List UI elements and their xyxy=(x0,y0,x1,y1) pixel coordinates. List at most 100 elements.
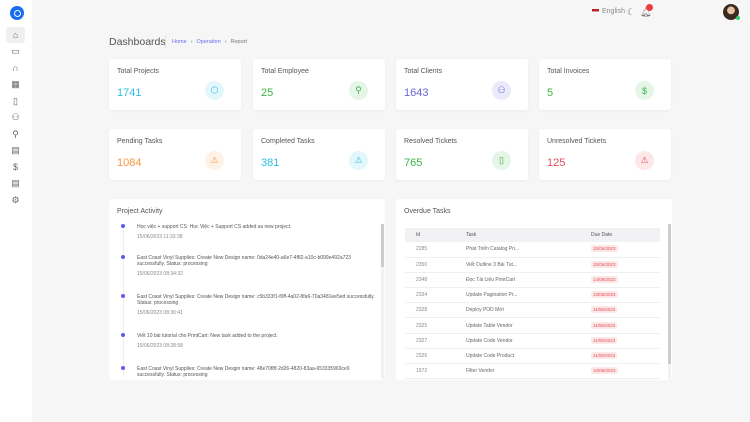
us-flag-icon xyxy=(592,9,599,14)
headset-icon: ∩ xyxy=(12,63,19,73)
timeline-dot xyxy=(121,255,125,259)
activity-item: East Coast Vinyl Supplies: Create New De… xyxy=(117,366,377,378)
scrollbar-thumb[interactable] xyxy=(668,224,671,364)
sidebar-item-users[interactable]: ⚇ xyxy=(6,110,25,126)
due-date-badge: 11/06/2023 xyxy=(591,336,618,344)
calendar-icon: ▦ xyxy=(11,79,20,89)
scrollbar-track[interactable] xyxy=(381,224,384,379)
table-row[interactable]: 2328 Deploy POD Mới 11/06/2023 xyxy=(405,302,660,319)
sidebar-item-calendar[interactable]: ▦ xyxy=(6,77,25,93)
table-row[interactable]: 2334 Update Pagination Pr... 13/06/2023 xyxy=(405,287,660,304)
users-icon: ⚇ xyxy=(492,81,511,100)
task-name[interactable]: Filter Vendor xyxy=(455,363,580,380)
timeline-dot xyxy=(121,294,125,298)
activity-time: 15/06/2023 08:30:41 xyxy=(137,310,183,316)
stat-card: Total Clients 1643 ⚇ xyxy=(396,59,528,110)
task-id: 2325 xyxy=(405,317,455,334)
stat-value: 1741 xyxy=(117,87,142,99)
col-task[interactable]: Task xyxy=(455,228,580,242)
table-row[interactable]: 2348 Đọc Tài Liệu PrintCart 14/06/2023 xyxy=(405,272,660,289)
warning-icon: ⚠ xyxy=(635,151,654,170)
sidebar-item-home[interactable]: ⌂ xyxy=(6,27,25,43)
task-name[interactable]: Update Table Vendor xyxy=(455,317,580,334)
sidebar-item-briefcase[interactable]: ▤ xyxy=(6,143,25,159)
user-icon: ⚲ xyxy=(349,81,368,100)
table-row[interactable]: 2325 Update Table Vendor 11/06/2023 xyxy=(405,317,660,334)
sidebar-item-chat[interactable]: ▭ xyxy=(6,44,25,60)
activity-text: East Coast Vinyl Supplies: Create New De… xyxy=(137,255,351,267)
sidebar-item-clipboard[interactable]: ▯ xyxy=(6,93,25,109)
home-icon: ⌂ xyxy=(12,30,19,40)
logo[interactable] xyxy=(10,6,24,20)
col-id[interactable]: Id xyxy=(405,228,455,242)
divider xyxy=(165,35,166,48)
task-id: 2350 xyxy=(405,257,455,273)
notification-badge xyxy=(646,4,653,11)
stat-value: 25 xyxy=(261,87,274,99)
activity-text: East Coast Vinyl Supplies: Create New De… xyxy=(137,366,350,378)
stat-label: Total Clients xyxy=(404,68,443,75)
panel-title: Overdue Tasks xyxy=(404,208,451,215)
panel-title: Project Activity xyxy=(117,208,163,215)
overdue-tasks-panel: Overdue Tasks Id Task Due Date 2285 Phát … xyxy=(396,199,672,380)
stat-label: Completed Tasks xyxy=(261,138,315,145)
stat-label: Unresolved Tickets xyxy=(547,138,607,145)
stat-value: 125 xyxy=(547,157,566,169)
task-name[interactable]: Phát Triển Catalog Pri... xyxy=(455,242,580,258)
task-id: 2326 xyxy=(405,348,455,365)
sidebar-item-user[interactable]: ⚲ xyxy=(6,126,25,142)
task-name[interactable]: Update Code Product xyxy=(455,348,580,365)
activity-item: East Coast Vinyl Supplies: Create New De… xyxy=(117,255,377,277)
sidebar-item-document[interactable]: ▤ xyxy=(6,176,25,192)
task-name[interactable]: Deploy POD Mới xyxy=(455,302,580,319)
task-id: 2024 xyxy=(405,378,455,380)
sidebar-item-settings[interactable]: ⚙ xyxy=(6,192,25,208)
stat-card: Total Employee 25 ⚲ xyxy=(253,59,385,110)
task-name[interactable]: Update Table Product xyxy=(455,378,580,380)
activity-time: 15/06/2023 08:28:58 xyxy=(137,343,183,349)
due-date-badge: 11/06/2023 xyxy=(591,306,618,314)
sidebar-item-dollar[interactable]: $ xyxy=(6,159,25,175)
warning-icon: ⚠ xyxy=(205,151,224,170)
table-row[interactable]: 2327 Update Code Vendor 11/06/2023 xyxy=(405,333,660,349)
bell-icon[interactable]: 🔔︎ xyxy=(640,7,652,17)
task-id: 2328 xyxy=(405,302,455,319)
breadcrumb: Home › Operation › Report xyxy=(172,39,248,45)
stat-label: Total Invoices xyxy=(547,68,590,75)
task-name[interactable]: Đọc Tài Liệu PrintCart xyxy=(455,272,580,289)
task-name[interactable]: Update Code Vendor xyxy=(455,333,580,349)
stat-value: 1643 xyxy=(404,87,429,99)
col-due-date[interactable]: Due Date xyxy=(580,228,660,242)
breadcrumb-home[interactable]: Home xyxy=(172,39,187,45)
language-selector[interactable]: English xyxy=(592,8,625,15)
online-status xyxy=(736,16,740,20)
task-id: 2285 xyxy=(405,242,455,258)
document-icon: ▤ xyxy=(11,178,20,188)
task-name[interactable]: Update Pagination Pr... xyxy=(455,287,580,304)
table-row[interactable]: 2350 Viết Outline 3 Bài Tut... 15/06/2023 xyxy=(405,257,660,273)
stat-value: 5 xyxy=(547,87,554,99)
stat-card: Total Invoices 5 $ xyxy=(539,59,671,110)
due-date-badge: 15/06/2023 xyxy=(591,260,618,268)
cube-icon: ⬡ xyxy=(205,81,224,100)
table-row[interactable]: 2285 Phát Triển Catalog Pri... 15/06/2023 xyxy=(405,242,660,258)
briefcase-icon: ▤ xyxy=(11,145,20,155)
avatar[interactable] xyxy=(723,4,739,20)
timeline-dot xyxy=(121,224,125,228)
activity-item: East Coast Vinyl Supplies: Create New De… xyxy=(117,294,377,316)
sidebar-item-headset[interactable]: ∩ xyxy=(6,60,25,76)
moon-icon[interactable]: ☾ xyxy=(627,7,636,17)
breadcrumb-operation[interactable]: Operation xyxy=(196,39,221,45)
scrollbar-thumb[interactable] xyxy=(381,224,384,267)
stat-value: 1084 xyxy=(117,157,142,169)
table-row[interactable]: 1972 Filter Vendor 10/06/2023 xyxy=(405,363,660,380)
dollar-icon: $ xyxy=(12,162,18,172)
task-id: 2334 xyxy=(405,287,455,304)
task-name[interactable]: Viết Outline 3 Bài Tut... xyxy=(455,257,580,273)
table-row[interactable]: 2326 Update Code Product 11/06/2023 xyxy=(405,348,660,365)
breadcrumb-report: Report xyxy=(230,39,248,45)
stat-label: Total Projects xyxy=(117,68,160,75)
due-date-badge: 13/06/2023 xyxy=(591,291,618,299)
table-row[interactable]: 2024Update Table Product10/06/2023 xyxy=(405,378,660,380)
overdue-table: Id Task Due Date 2285 Phát Triển Catalog … xyxy=(405,228,660,380)
